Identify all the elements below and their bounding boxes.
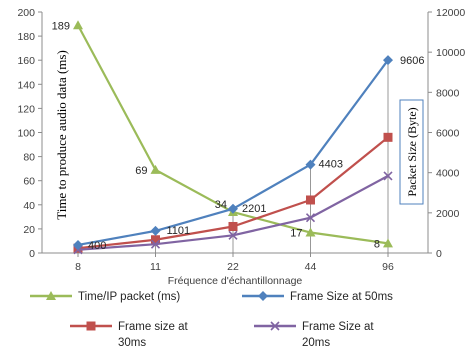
- x-tick-label: 22: [227, 261, 239, 273]
- data-label: 1101: [167, 225, 191, 237]
- right-tick-label: 8000: [436, 87, 460, 99]
- left-tick-label: 180: [17, 31, 35, 43]
- right-axis-label-box: [399, 99, 424, 205]
- data-point-frame-size-at-20ms: [383, 171, 393, 181]
- right-tick-label: 4000: [436, 168, 460, 180]
- data-point-time-ip-packet-ms: [150, 164, 161, 174]
- right-tick-label: 0: [436, 248, 442, 260]
- legend-marker: [258, 291, 268, 301]
- legend-label: 30ms: [118, 337, 146, 347]
- right-tick-label: 12000: [436, 7, 465, 19]
- data-label: 4403: [319, 159, 343, 171]
- x-axis-label: Fréquence d'échantillonnage: [168, 275, 303, 287]
- data-point-time-ip-packet-ms: [383, 238, 393, 248]
- data-point-frame-size-at-20ms: [228, 230, 238, 240]
- legend-marker: [270, 321, 280, 331]
- left-tick-label: 80: [23, 152, 35, 164]
- data-label: 69: [135, 165, 147, 177]
- left-tick-label: 0: [29, 248, 35, 260]
- x-tick-label: 96: [382, 261, 394, 273]
- data-point-frame-size-at-50ms: [383, 55, 393, 66]
- data-point-frame-size-at-30ms: [228, 221, 238, 231]
- data-point-frame-size-at-50ms: [73, 239, 83, 250]
- legend-label: Frame size at: [118, 321, 188, 333]
- data-point-frame-size-at-20ms: [150, 239, 161, 249]
- right-tick-label: 6000: [436, 128, 460, 140]
- left-tick-label: 60: [23, 176, 35, 188]
- right-tick-label: 2000: [436, 208, 460, 220]
- data-label: 17: [290, 228, 302, 240]
- data-point-frame-size-at-30ms: [383, 132, 393, 142]
- legend-label: 20ms: [302, 337, 330, 347]
- data-point-frame-size-at-50ms: [150, 225, 161, 236]
- legend-label: Frame Size at: [302, 321, 374, 333]
- data-point-time-ip-packet-ms: [73, 20, 83, 30]
- x-tick-label: 11: [150, 261, 161, 273]
- legend-label: Frame Size at 50ms: [290, 291, 393, 303]
- x-tick-label: 44: [305, 261, 317, 273]
- data-label: 8: [374, 238, 380, 250]
- data-label: 34: [215, 199, 227, 211]
- left-tick-label: 100: [17, 128, 35, 140]
- x-tick-label: 8: [75, 261, 81, 273]
- legend-marker: [46, 291, 56, 300]
- left-tick-label: 160: [17, 55, 35, 67]
- data-label: 189: [52, 20, 70, 32]
- data-point-frame-size-at-30ms: [151, 235, 160, 245]
- left-tick-label: 120: [17, 103, 35, 115]
- left-axis-label: Time to produce audio data (ms): [54, 50, 69, 220]
- right-tick-label: 10000: [436, 47, 465, 59]
- data-label: 2201: [242, 203, 266, 215]
- data-point-time-ip-packet-ms: [305, 227, 316, 237]
- data-label: 400: [88, 240, 106, 252]
- data-point-frame-size-at-20ms: [305, 213, 316, 223]
- left-tick-label: 40: [23, 200, 35, 212]
- data-point-frame-size-at-50ms: [305, 159, 316, 170]
- legend-marker: [86, 321, 96, 331]
- left-tick-label: 140: [17, 79, 35, 91]
- legend-label: Time/IP packet (ms): [78, 291, 180, 303]
- data-point-frame-size-at-30ms: [306, 195, 315, 205]
- left-tick-label: 20: [23, 224, 35, 236]
- data-label: 9606: [400, 55, 424, 67]
- right-axis-label: Packet Size (Byte): [405, 107, 419, 196]
- data-point-frame-size-at-50ms: [228, 203, 238, 214]
- left-tick-label: 200: [17, 7, 35, 19]
